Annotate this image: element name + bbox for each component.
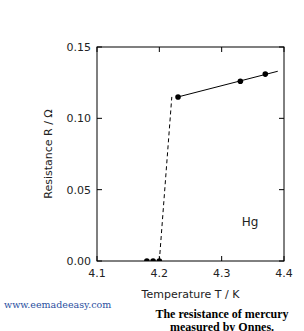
- y-tick-right: [279, 118, 284, 119]
- y-tick: [97, 189, 102, 190]
- data-point: [150, 258, 156, 261]
- y-tick-label: 0.05: [67, 184, 92, 197]
- y-tick: [97, 261, 102, 262]
- x-tick: [284, 256, 285, 261]
- x-tick-label: 4.2: [151, 267, 169, 280]
- chart: 4.1 4.2 4.3 4.4 0.00 0.05 0.10 0.15 Temperature …: [0, 0, 304, 331]
- source: www.eemadeeasy.com: [4, 299, 111, 310]
- data-point: [144, 258, 150, 261]
- y-tick-right: [279, 261, 284, 262]
- caption: The resistance of mercury: [155, 307, 288, 321]
- x-tick-label: 4.4: [275, 267, 293, 280]
- y-tick-right: [279, 189, 284, 190]
- x-tick-label: 4.3: [213, 267, 231, 280]
- x-tick-top: [284, 47, 285, 52]
- x-tick-top: [221, 47, 222, 52]
- plot-frame: [97, 47, 284, 261]
- data-line: [159, 97, 171, 261]
- annotation: Hg: [242, 215, 259, 229]
- x-tick-top: [159, 47, 160, 52]
- plot-data: [144, 71, 278, 261]
- y-tick-right: [279, 47, 284, 48]
- x-tick-label: 4.1: [88, 267, 106, 280]
- x-tick-top: [97, 47, 98, 52]
- x-tick: [97, 256, 98, 261]
- x-tick: [221, 256, 222, 261]
- y-tick: [97, 47, 102, 48]
- y-tick-label: 0.15: [67, 41, 92, 54]
- y-tick-label: 0.00: [67, 255, 92, 268]
- caption: measured by Onnes.: [170, 320, 274, 331]
- y-tick-label: 0.10: [67, 112, 92, 125]
- data-line: [178, 71, 278, 97]
- y-tick: [97, 118, 102, 119]
- y-axis-label: Resistance R / Ω: [42, 109, 55, 199]
- x-axis-label: Temperature T / K: [141, 288, 241, 301]
